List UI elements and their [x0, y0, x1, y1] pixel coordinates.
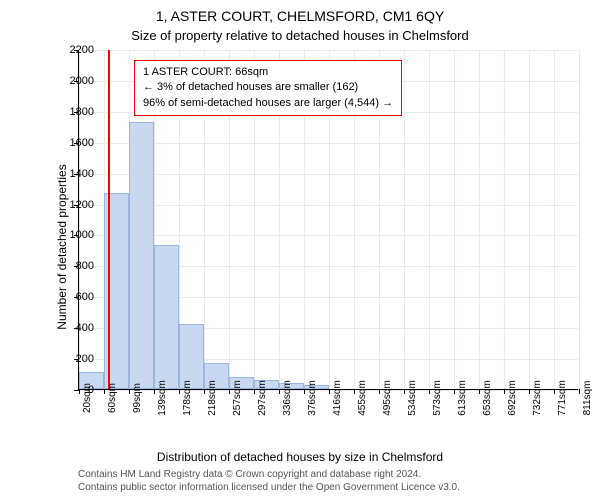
- x-tick-label: 297sqm: [257, 380, 268, 416]
- x-tick-mark: [104, 389, 105, 394]
- grid-line-v: [504, 50, 505, 389]
- annotation-line3: 96% of semi-detached houses are larger (…: [143, 96, 393, 111]
- y-tick-label: 400: [54, 322, 94, 334]
- x-tick-label: 811sqm: [582, 381, 593, 416]
- x-tick-mark: [554, 389, 555, 394]
- x-tick-label: 218sqm: [207, 380, 218, 416]
- footer-line2: Contains public sector information licen…: [78, 481, 460, 494]
- grid-line-v: [79, 50, 80, 389]
- x-tick-label: 455sqm: [357, 380, 368, 416]
- annotation-line2: ← 3% of detached houses are smaller (162…: [143, 80, 393, 95]
- annotation-line1: 1 ASTER COURT: 66sqm: [143, 65, 393, 80]
- subtitle: Size of property relative to detached ho…: [0, 28, 600, 43]
- x-tick-mark: [154, 389, 155, 394]
- x-tick-mark: [479, 389, 480, 394]
- y-tick-label: 1800: [54, 106, 94, 118]
- grid-line-v: [404, 50, 405, 389]
- x-tick-label: 653sqm: [482, 380, 493, 416]
- grid-line-v: [529, 50, 530, 389]
- x-tick-mark: [204, 389, 205, 394]
- footer-line1: Contains HM Land Registry data © Crown c…: [78, 468, 460, 481]
- x-tick-label: 495sqm: [382, 380, 393, 416]
- grid-line-v: [579, 50, 580, 389]
- x-tick-label: 178sqm: [182, 380, 193, 416]
- y-tick-label: 200: [54, 353, 94, 365]
- x-tick-mark: [229, 389, 230, 394]
- x-tick-label: 613sqm: [457, 380, 468, 416]
- x-tick-label: 534sqm: [407, 380, 418, 416]
- main-title: 1, ASTER COURT, CHELMSFORD, CM1 6QY: [0, 8, 600, 24]
- grid-line-v: [479, 50, 480, 389]
- chart-container: 1, ASTER COURT, CHELMSFORD, CM1 6QY Size…: [0, 0, 600, 500]
- x-tick-label: 771sqm: [557, 380, 568, 416]
- grid-line-v: [454, 50, 455, 389]
- x-tick-mark: [504, 389, 505, 394]
- x-tick-mark: [179, 389, 180, 394]
- x-tick-mark: [529, 389, 530, 394]
- x-tick-mark: [579, 389, 580, 394]
- histogram-bar: [154, 245, 179, 389]
- x-tick-mark: [254, 389, 255, 394]
- annotation-box: 1 ASTER COURT: 66sqm ← 3% of detached ho…: [134, 60, 402, 116]
- x-tick-label: 20sqm: [82, 383, 93, 413]
- x-tick-label: 336sqm: [282, 380, 293, 416]
- x-tick-label: 692sqm: [507, 380, 518, 416]
- x-tick-label: 257sqm: [232, 380, 243, 416]
- y-tick-label: 2000: [54, 75, 94, 87]
- x-tick-label: 573sqm: [432, 380, 443, 416]
- x-tick-mark: [279, 389, 280, 394]
- x-axis-label: Distribution of detached houses by size …: [0, 450, 600, 464]
- y-tick-label: 1200: [54, 199, 94, 211]
- x-tick-mark: [354, 389, 355, 394]
- x-tick-label: 60sqm: [107, 383, 118, 413]
- x-tick-label: 99sqm: [132, 383, 143, 413]
- x-tick-mark: [429, 389, 430, 394]
- y-tick-label: 1600: [54, 137, 94, 149]
- y-tick-label: 600: [54, 291, 94, 303]
- x-tick-mark: [304, 389, 305, 394]
- grid-line-v: [429, 50, 430, 389]
- x-tick-label: 416sqm: [332, 380, 343, 416]
- y-tick-label: 1400: [54, 168, 94, 180]
- property-marker-line: [108, 50, 110, 389]
- x-tick-mark: [454, 389, 455, 394]
- footer: Contains HM Land Registry data © Crown c…: [78, 468, 460, 494]
- y-tick-label: 2200: [54, 44, 94, 56]
- grid-line-v: [554, 50, 555, 389]
- x-tick-label: 376sqm: [307, 380, 318, 416]
- x-tick-label: 732sqm: [532, 380, 543, 416]
- histogram-bar: [129, 122, 154, 389]
- x-tick-mark: [129, 389, 130, 394]
- x-tick-mark: [379, 389, 380, 394]
- x-tick-mark: [404, 389, 405, 394]
- y-tick-label: 800: [54, 260, 94, 272]
- x-tick-mark: [329, 389, 330, 394]
- y-tick-label: 1000: [54, 229, 94, 241]
- plot-area: 1 ASTER COURT: 66sqm ← 3% of detached ho…: [78, 50, 578, 390]
- x-tick-label: 139sqm: [157, 380, 168, 416]
